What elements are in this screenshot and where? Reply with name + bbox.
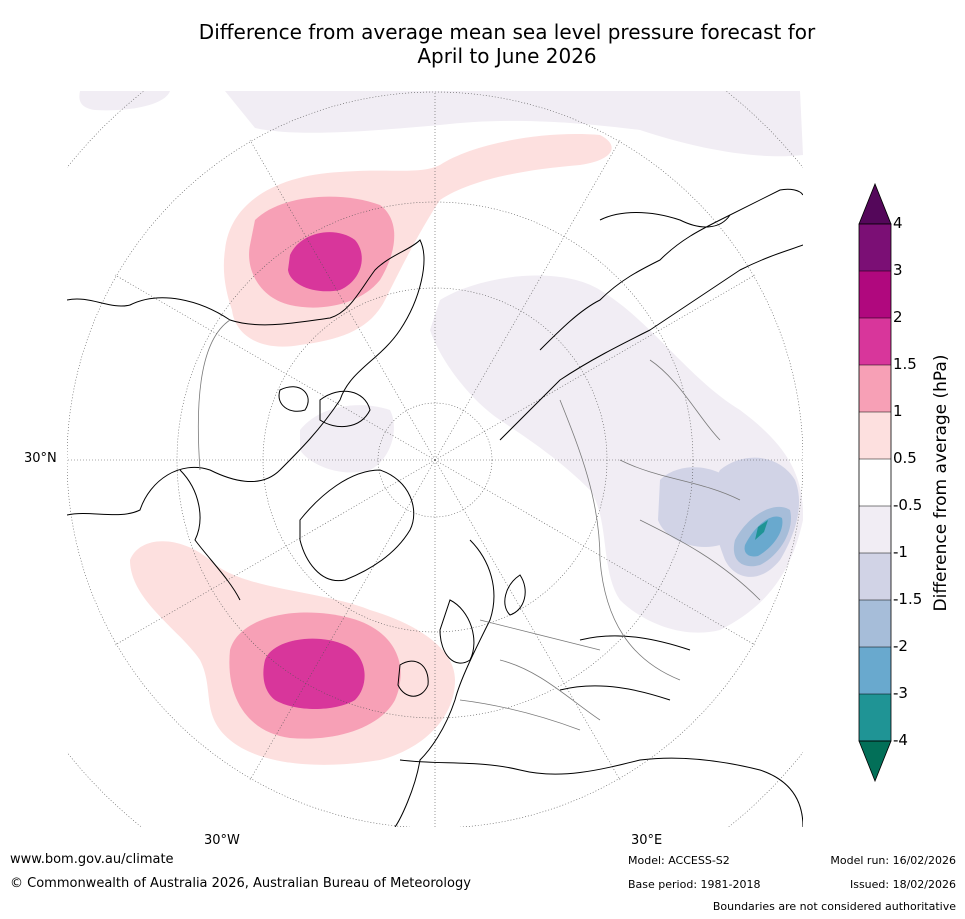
- colorbar-bin-neg1.5-neg2: [859, 600, 891, 647]
- colorbar-bin-3-4: [859, 224, 891, 271]
- tick-neg0.5: -0.5: [893, 496, 923, 514]
- colorbar-bin-0.5-1: [859, 412, 891, 459]
- anomaly-blue-4: [744, 516, 783, 557]
- map-content: [67, 91, 803, 827]
- tick-2: 2: [893, 308, 903, 326]
- colorbar-bin-neg1-neg1.5: [859, 553, 891, 600]
- tick-neg3: -3: [893, 684, 908, 702]
- lon-label-30w: 30°W: [204, 833, 240, 848]
- footer-issued: Issued: 18/02/2026: [849, 878, 956, 891]
- tick-4: 4: [893, 214, 903, 232]
- title-line-2: April to June 2026: [417, 44, 597, 68]
- colorbar-extend-low: [858, 740, 892, 783]
- tick-neg1.5: -1.5: [893, 590, 923, 608]
- anomaly-lilac-small: [300, 405, 394, 473]
- colorbar-bin-neg2-neg3: [859, 647, 891, 694]
- colorbar-extend-high: [858, 182, 892, 225]
- anomaly-blue-5: [755, 520, 768, 540]
- colorbar-bin-1-1.5: [859, 365, 891, 412]
- title-line-1: Difference from average mean sea level p…: [198, 20, 816, 44]
- tick-3: 3: [893, 261, 903, 279]
- tick-0.5: 0.5: [893, 449, 917, 467]
- colorbar-bin-2-3: [859, 271, 891, 318]
- tick-1: 1: [893, 402, 903, 420]
- footer-base-period: Base period: 1981-2018: [628, 878, 761, 891]
- map-title: Difference from average mean sea level p…: [0, 20, 965, 68]
- lat-label-30n: 30°N: [24, 451, 57, 466]
- colorbar: [858, 182, 892, 783]
- anomaly-pacific-15: [288, 232, 362, 292]
- country-borders: [197, 319, 761, 731]
- colorbar-bin-neutral: [859, 459, 891, 506]
- tick-neg2: -2: [893, 637, 908, 655]
- coastlines: [67, 188, 803, 827]
- lon-label-30e: 30°E: [631, 833, 663, 848]
- anomaly-lilac-topleft: [79, 91, 170, 111]
- colorbar-bin-neg3-neg4: [859, 694, 891, 741]
- colorbar-title: Difference from average (hPa): [931, 354, 951, 612]
- anomaly-lilac-arctic: [225, 91, 803, 157]
- footer-model: Model: ACCESS-S2: [628, 854, 730, 867]
- colorbar-bin-neg0.5-neg1: [859, 506, 891, 553]
- meridians: [67, 91, 803, 827]
- footer-url[interactable]: www.bom.gov.au/climate: [10, 852, 174, 867]
- tick-1.5: 1.5: [893, 355, 917, 373]
- tick-neg1: -1: [893, 543, 908, 561]
- anomaly-lilac-siberia: [430, 275, 803, 633]
- tick-neg4: -4: [893, 731, 908, 749]
- footer-disclaimer: Boundaries are not considered authoritat…: [712, 900, 956, 913]
- footer-model-run: Model run: 16/02/2026: [830, 854, 956, 867]
- colorbar-bin-1.5-2: [859, 318, 891, 365]
- anomaly-atlantic-15: [263, 638, 365, 709]
- footer-copyright: © Commonwealth of Australia 2026, Austra…: [10, 876, 471, 891]
